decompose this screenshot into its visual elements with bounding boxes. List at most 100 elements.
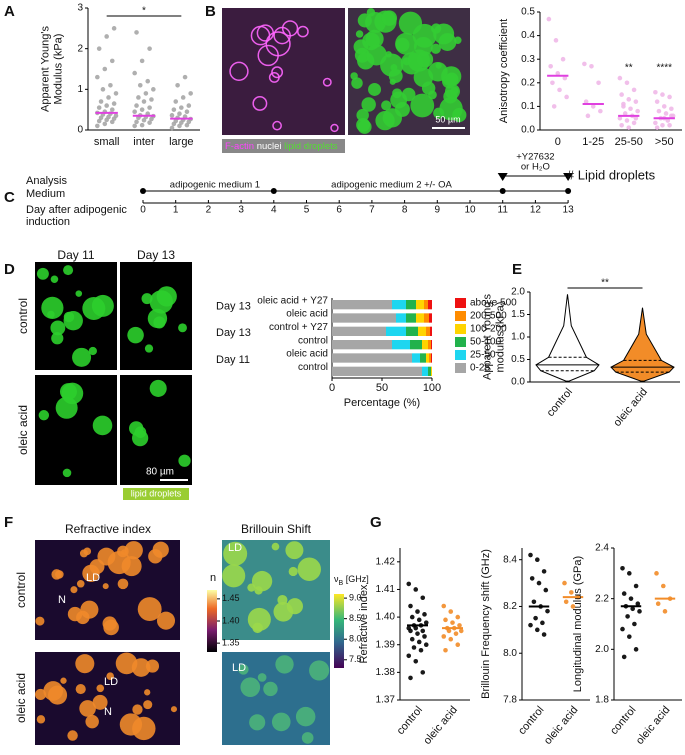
data-point — [179, 105, 184, 110]
y-tick-label: 0.5 — [511, 354, 525, 365]
data-point — [188, 91, 193, 96]
stain-name: F-actin — [225, 141, 254, 152]
bar-segment — [332, 300, 392, 310]
image-blob — [144, 344, 154, 353]
day-tick-label: 4 — [271, 205, 277, 216]
image-blob — [297, 557, 321, 581]
analysis-marker — [497, 173, 508, 181]
image-blob — [96, 684, 105, 693]
y-tick-label: 1 — [77, 84, 83, 95]
data-point — [95, 74, 100, 80]
image-blob — [35, 688, 47, 701]
data-point — [137, 82, 143, 88]
bar-segment — [428, 300, 432, 310]
x-tick-label: large — [169, 136, 193, 148]
treatment-label: +Y27632 — [516, 152, 554, 163]
colorbar-label: νB [GHz] — [334, 574, 369, 587]
x-tick-label: 1-25 — [582, 136, 604, 148]
timeline-dot — [499, 188, 506, 194]
data-point — [546, 16, 552, 22]
data-point — [457, 623, 462, 628]
data-point — [633, 99, 639, 104]
image-blob — [268, 71, 280, 83]
data-point — [108, 82, 113, 88]
data-point — [413, 625, 419, 631]
data-point — [619, 122, 624, 128]
image-blob — [288, 566, 298, 577]
group-label: Day 13 — [216, 327, 251, 339]
x-tick-label: oleic acid — [611, 386, 650, 429]
data-point — [169, 113, 175, 118]
data-point — [415, 609, 420, 614]
data-point — [184, 109, 190, 114]
data-point — [443, 617, 448, 623]
data-point — [408, 603, 413, 609]
panel-label: A — [4, 3, 15, 20]
image-blob — [115, 652, 138, 675]
image-blob — [240, 677, 261, 698]
y-tick-label: 1.41 — [376, 584, 396, 595]
data-point — [583, 99, 589, 104]
panel-label: F — [4, 514, 13, 531]
image-blob — [410, 93, 435, 118]
data-point — [585, 113, 591, 119]
day-tick-label: 9 — [435, 205, 441, 216]
image-blob — [67, 606, 83, 622]
image-blob — [271, 66, 284, 79]
data-point — [621, 101, 626, 107]
y-axis-label: Apparent Young's — [39, 26, 51, 112]
x-tick-label: small — [94, 136, 120, 148]
y-tick-label: 7.8 — [503, 695, 517, 706]
data-point — [635, 601, 641, 607]
day-tick-label: 7 — [369, 205, 375, 216]
category-label: oleic acid — [286, 309, 328, 320]
legend-label: 25-50 — [470, 350, 496, 361]
structure-label: LD — [228, 542, 242, 554]
bar-segment — [406, 326, 418, 336]
data-point — [147, 120, 152, 125]
stain-name: nuclei — [257, 141, 282, 152]
image-blob — [402, 87, 416, 102]
bar-segment — [332, 326, 386, 336]
data-point — [540, 620, 545, 626]
data-point — [654, 99, 660, 104]
data-point — [560, 56, 566, 62]
colorbar-tick-label: 1.40 — [222, 615, 240, 625]
image-blob — [351, 77, 363, 89]
bar-segment — [431, 340, 432, 350]
data-point — [628, 106, 633, 112]
image-blob — [143, 700, 153, 710]
data-point — [553, 38, 559, 43]
data-point — [448, 636, 454, 642]
image-blob — [271, 542, 280, 551]
timeline-dot — [565, 188, 572, 194]
x-tick-label: oleic acid — [421, 704, 460, 747]
bar-segment — [429, 313, 432, 323]
y-tick-label: 0.0 — [521, 125, 535, 136]
data-point — [626, 97, 632, 102]
data-point — [104, 34, 109, 39]
bar-segment — [386, 326, 406, 336]
row-label: Analysis — [26, 175, 67, 187]
bar-segment — [428, 366, 431, 376]
data-point — [665, 118, 671, 123]
data-point — [441, 603, 447, 609]
legend-swatch — [455, 337, 466, 347]
data-point — [622, 111, 628, 116]
group-label: Day 13 — [216, 301, 251, 313]
data-point — [100, 87, 106, 92]
data-point — [562, 75, 568, 81]
data-point — [409, 614, 415, 620]
x-tick-label: 0 — [555, 136, 561, 148]
data-point — [173, 99, 179, 104]
condition-label: oleic acid — [14, 673, 28, 723]
y-axis-label: Anisotropy coefficient — [498, 19, 510, 123]
data-point — [111, 26, 117, 31]
stain-name: lipid droplets — [131, 488, 182, 498]
image-blob — [50, 275, 59, 284]
data-point — [147, 105, 152, 110]
data-point — [621, 654, 627, 660]
image-blob — [132, 704, 143, 715]
data-point — [443, 647, 448, 653]
image-blob — [75, 684, 86, 695]
